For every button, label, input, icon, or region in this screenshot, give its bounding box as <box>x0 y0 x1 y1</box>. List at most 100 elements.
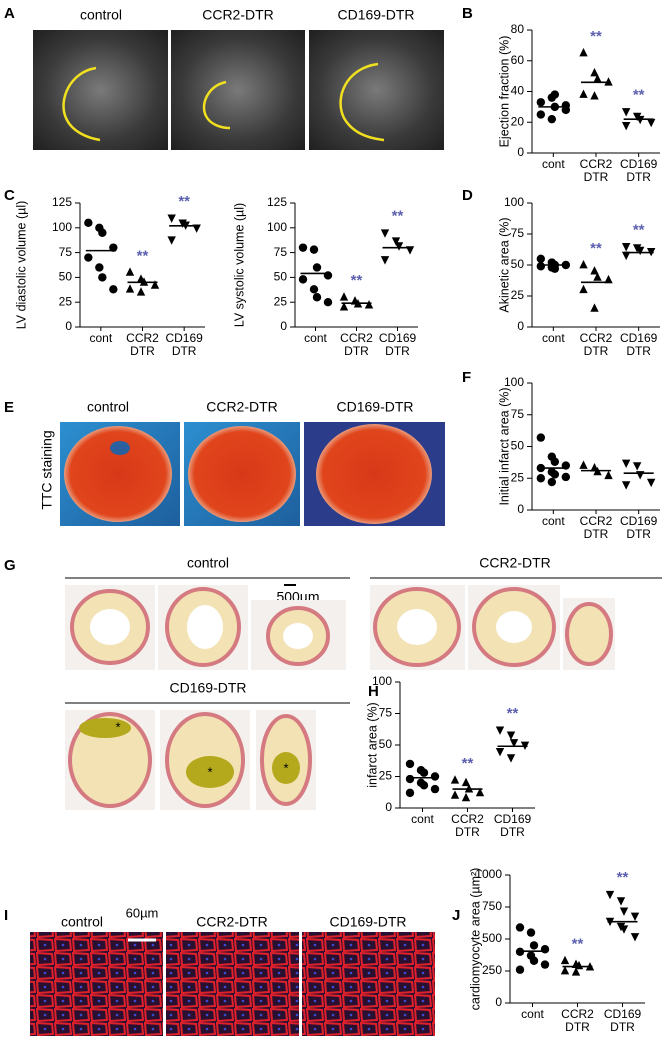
fluorescence-image <box>302 932 435 1036</box>
data-point <box>380 256 390 265</box>
data-point <box>309 285 319 294</box>
data-point <box>529 956 539 965</box>
image-label: control <box>80 7 122 23</box>
data-point <box>604 77 613 86</box>
data-point <box>430 772 440 781</box>
y-axis-label: Ejection fraction (%) <box>497 36 511 148</box>
panel-e: control CCR2-DTR CD169-DTR TTC staining <box>39 399 445 526</box>
y-tick-label: 750 <box>482 899 502 913</box>
y-tick-label: 60 <box>511 53 525 67</box>
x-tick-label: cont <box>541 158 565 171</box>
lv-trace <box>202 80 231 130</box>
y-axis-label: LV systolic volume (µl) <box>232 203 246 327</box>
infarct-zones <box>79 718 300 788</box>
x-tick-label-box: CCR2 DTR <box>451 813 484 839</box>
panel-letter: I <box>4 907 8 924</box>
group-label: CD169-DTR <box>169 680 246 696</box>
y-tick-label: 100 <box>504 375 524 389</box>
data-point <box>579 48 588 57</box>
x-tick-label-box: CD169 DTR <box>620 332 657 358</box>
significance: ** <box>137 247 149 264</box>
x-tick-label-box: CCR2 DTR <box>340 332 373 358</box>
data-point <box>621 459 631 469</box>
data-point <box>561 101 571 110</box>
y-tick-label: 25 <box>59 294 73 308</box>
data-point <box>167 214 176 223</box>
dot-plot: 0 25 50 75 100 125 LV diastolic volume (µl) con… <box>14 193 205 358</box>
y-tick-label: 0 <box>517 319 524 333</box>
data-point <box>621 243 631 252</box>
image-label: control <box>87 399 129 415</box>
infarct-marker: * <box>115 719 120 734</box>
y-tick-label: 75 <box>379 706 393 720</box>
data-point <box>536 254 546 263</box>
y-tick-label: 250 <box>482 963 502 977</box>
data-point <box>646 118 656 128</box>
data-point <box>621 481 631 490</box>
panel-letter: D <box>462 187 473 204</box>
x-tick-label-box: CD169 DTR <box>494 813 531 839</box>
panel-i: control CCR2-DTR CD169-DTR 60µm <box>30 905 435 1036</box>
data-point <box>579 89 588 98</box>
data-point <box>495 747 505 757</box>
significance: ** <box>590 28 602 45</box>
lv-trace <box>339 62 385 142</box>
panel-letter: F <box>462 369 471 386</box>
x-tick-label-box: CCR2 DTR <box>126 332 159 358</box>
x-tick-label: CCR2 DTR <box>579 158 613 184</box>
data-point <box>495 726 505 735</box>
x-tick-label-box: CCR2 DTR <box>580 515 613 541</box>
x-tick-label: CCR2 DTR <box>340 332 373 358</box>
x-tick-label: CCR2 DTR <box>451 813 484 839</box>
data-point <box>604 274 613 284</box>
x-tick-label: cont <box>521 1008 544 1021</box>
significance: ** <box>633 86 645 103</box>
y-tick-label: 0 <box>517 145 524 159</box>
data-point <box>461 777 471 787</box>
data-point <box>579 259 588 269</box>
data-point <box>405 759 415 769</box>
heart-slice <box>188 426 296 522</box>
fluorescence-image <box>166 932 299 1036</box>
data-point <box>339 302 349 311</box>
y-tick-label: 50 <box>379 737 393 751</box>
y-tick-label: 25 <box>511 288 525 302</box>
x-tick-label: CCR2 DTR <box>126 332 159 358</box>
significance: ** <box>507 705 519 722</box>
scale-label: 60µm <box>126 905 159 920</box>
x-tick-label-box: cont <box>521 1008 544 1021</box>
x-tick-label: CD169 DTR <box>619 515 658 541</box>
side-label: TTC staining <box>39 430 55 509</box>
significance: ** <box>178 193 190 210</box>
x-tick-label: cont <box>411 813 434 826</box>
x-tick-label-box: CD169 DTR <box>604 1008 641 1034</box>
y-tick-label: 20 <box>511 114 525 128</box>
data-point <box>309 245 319 254</box>
data-point <box>616 897 626 906</box>
y-tick-label: 0 <box>280 319 287 333</box>
data-point <box>125 284 135 293</box>
x-tick-label-box: cont <box>542 515 565 528</box>
significance: ** <box>617 869 629 886</box>
significance: ** <box>351 272 363 289</box>
ultrasound-image <box>33 30 168 150</box>
data-point <box>604 470 613 480</box>
x-tick-label-box: cont <box>89 332 112 345</box>
data-point <box>635 115 645 125</box>
data-point <box>571 967 581 976</box>
group-label: CCR2-DTR <box>479 555 551 571</box>
y-tick-label: 75 <box>59 245 73 259</box>
data-point <box>312 263 322 272</box>
data-point <box>323 298 333 307</box>
data-point <box>450 790 460 799</box>
panel-letter: H <box>368 683 379 700</box>
y-tick-label: 25 <box>511 470 525 484</box>
x-tick-label-box: CD169 DTR <box>620 158 657 184</box>
y-tick-label: 25 <box>274 294 288 308</box>
data-point <box>635 471 645 480</box>
data-point <box>550 470 560 479</box>
panel-letter: B <box>462 5 473 22</box>
dot-plot: 0 25 50 75 100 Akinetic area (%) cont CCR2 DTR *… <box>497 195 660 358</box>
data-point <box>125 267 135 276</box>
